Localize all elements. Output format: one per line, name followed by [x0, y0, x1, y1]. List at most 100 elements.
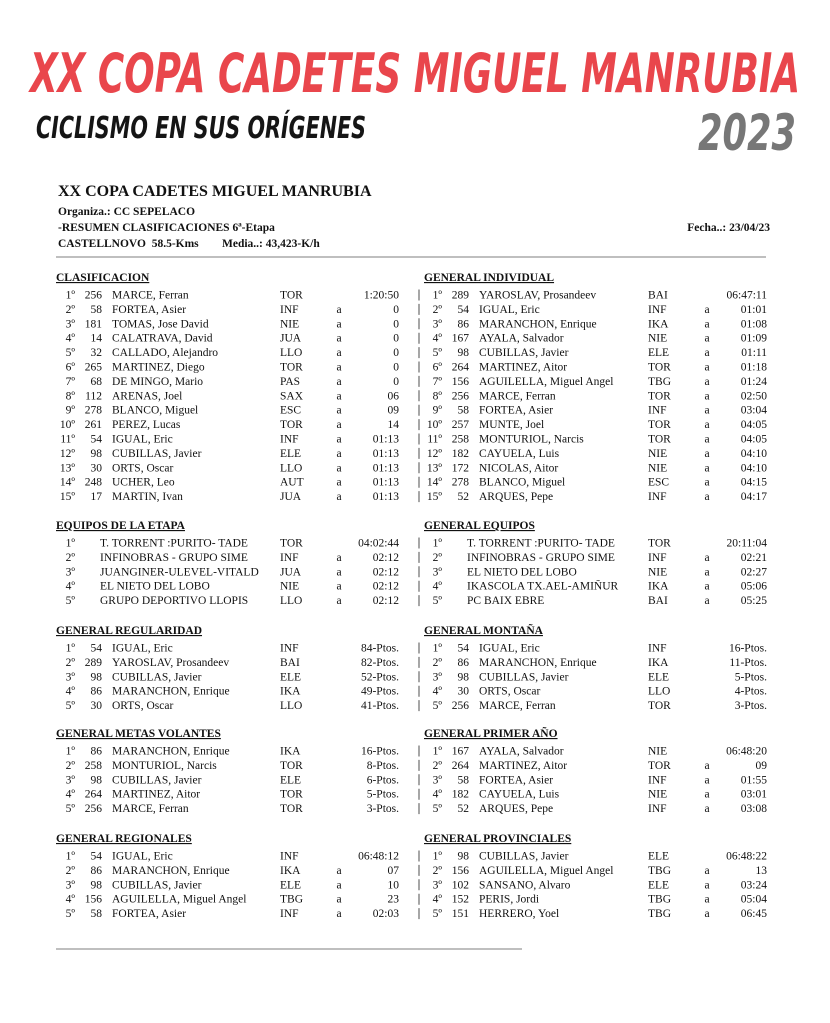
bib-number: 52 — [458, 491, 470, 503]
result: 01:01 — [741, 304, 767, 316]
bib-number: 172 — [452, 462, 470, 474]
team-code: INF — [280, 643, 299, 655]
name: CUBILLAS, Javier — [479, 347, 569, 359]
result: 04:15 — [741, 477, 767, 489]
section-title: GENERAL REGULARIDAD — [56, 625, 202, 637]
bib-number: 112 — [85, 390, 102, 402]
position: 12º — [60, 448, 76, 460]
result: 03:01 — [741, 789, 767, 801]
position: 4º — [433, 789, 443, 801]
name: ORTS, Oscar — [112, 700, 173, 712]
name: CUBILLAS, Javier — [112, 671, 202, 683]
result: 01:13 — [373, 491, 399, 503]
team-code: ELE — [280, 879, 301, 891]
name: MARTINEZ, Diego — [112, 362, 205, 374]
team-code: NIE — [648, 448, 667, 460]
name: MARCE, Ferran — [112, 803, 189, 815]
position: 3º — [433, 671, 443, 683]
position: 3º — [66, 774, 76, 786]
position: 4º — [66, 333, 76, 345]
result: 03:04 — [741, 405, 767, 417]
result: 02:12 — [373, 552, 399, 564]
name: DE MINGO, Mario — [112, 376, 203, 388]
position: 1º — [66, 538, 76, 550]
bib-number: 102 — [452, 879, 470, 891]
gap-marker: a — [704, 333, 709, 345]
team-code: IKA — [280, 865, 301, 877]
gap-marker: a — [336, 581, 341, 593]
team-code: ESC — [648, 477, 669, 489]
result: 01:13 — [373, 462, 399, 474]
name: ARQUES, Pepe — [479, 491, 553, 503]
bib-number: 54 — [91, 434, 103, 446]
result: 04:05 — [741, 434, 767, 446]
position: 4º — [66, 686, 76, 698]
gap-marker: a — [704, 434, 709, 446]
gap-marker: a — [704, 347, 709, 359]
result: 3-Ptos. — [735, 700, 767, 712]
bib-number: 265 — [85, 362, 103, 374]
result: 49-Ptos. — [361, 686, 399, 698]
result: 5-Ptos. — [735, 671, 767, 683]
result: 04:10 — [741, 462, 767, 474]
team-code: TOR — [280, 362, 303, 374]
name: MARTINEZ, Aitor — [479, 760, 567, 772]
result: 10 — [388, 879, 400, 891]
result: 06:47:11 — [727, 290, 768, 302]
gap-marker: a — [336, 434, 341, 446]
team-code: IKA — [648, 581, 669, 593]
gap-marker: a — [336, 894, 341, 906]
result: 02:21 — [741, 552, 767, 564]
result: 01:13 — [373, 434, 399, 446]
gap-marker: a — [704, 362, 709, 374]
result: 06:48:12 — [358, 851, 399, 863]
team-code: JUA — [280, 491, 302, 503]
result: 8-Ptos. — [367, 760, 399, 772]
position: 5º — [433, 803, 443, 815]
result: 20:11:04 — [727, 538, 768, 550]
position: 4º — [433, 686, 443, 698]
position: 9º — [66, 405, 76, 417]
bib-number: 32 — [91, 347, 103, 359]
name: CUBILLAS, Javier — [112, 879, 202, 891]
bib-number: 54 — [91, 643, 103, 655]
date: Fecha..: 23/04/23 — [687, 222, 770, 234]
bib-number: 256 — [452, 390, 470, 402]
bib-number: 54 — [91, 851, 103, 863]
gap-marker: a — [704, 789, 709, 801]
bib-number: 58 — [91, 908, 103, 920]
name: SANSANO, Alvaro — [479, 879, 571, 891]
gap-marker: a — [704, 304, 709, 316]
team-code: INF — [648, 774, 667, 786]
position: 10º — [60, 419, 76, 431]
team-code: TOR — [280, 290, 303, 302]
bib-number: 289 — [85, 657, 103, 669]
name: JUANGINER-ULEVEL-VITALD — [100, 566, 259, 578]
position: 1º — [66, 290, 76, 302]
document: XX COPA CADETES MIGUEL MANRUBIA Organiza… — [56, 183, 770, 950]
position: 2º — [66, 760, 76, 772]
position: 2º — [66, 657, 76, 669]
gap-marker: a — [704, 865, 709, 877]
position: 9º — [433, 405, 443, 417]
result: 16-Ptos. — [729, 643, 767, 655]
gap-marker: a — [704, 462, 709, 474]
result: 01:09 — [741, 333, 767, 345]
stage: CASTELLNOVO 58.5-Kms — [58, 238, 199, 250]
gap-marker: a — [336, 448, 341, 460]
name: CALATRAVA, David — [112, 333, 213, 345]
bib-number: 98 — [91, 448, 103, 460]
name: ARQUES, Pepe — [479, 803, 553, 815]
gap-marker: a — [336, 908, 341, 920]
result: 84-Ptos. — [361, 643, 399, 655]
team-code: TBG — [648, 908, 671, 920]
bib-number: 156 — [452, 376, 470, 388]
position: 2º — [433, 552, 443, 564]
gap-marker: a — [704, 376, 709, 388]
position: 2º — [433, 304, 443, 316]
gap-marker: a — [336, 419, 341, 431]
position: 4º — [433, 894, 443, 906]
name: AYALA, Salvador — [479, 746, 564, 758]
name: IGUAL, Eric — [112, 851, 173, 863]
name: MARANCHON, Enrique — [112, 865, 230, 877]
